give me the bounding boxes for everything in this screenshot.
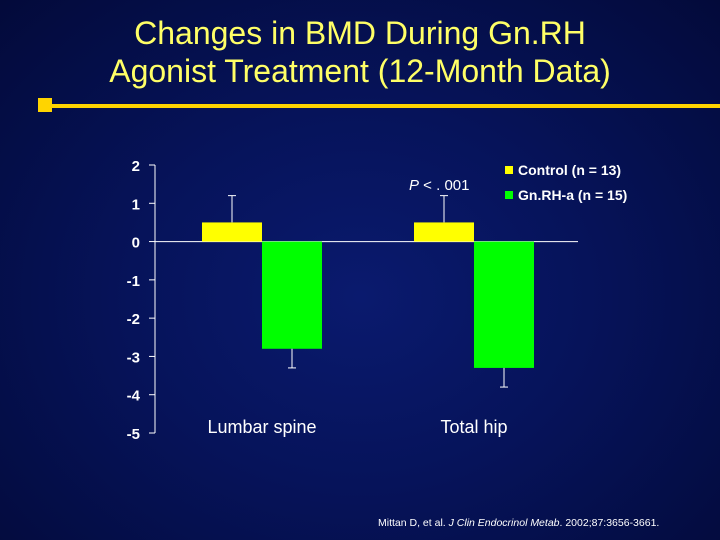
y-tick-label: -1 (127, 273, 140, 290)
title-line-2: Agonist Treatment (12-Month Data) (109, 53, 611, 89)
citation-journal: J Clin Endocrinol Metab (448, 517, 560, 529)
title-line-1: Changes in BMD During Gn.RH (134, 15, 586, 51)
title-rule-line (46, 104, 720, 108)
legend-swatch (505, 191, 513, 199)
citation: Mittan D, et al. J Clin Endocrinol Metab… (378, 517, 659, 529)
citation-details: . 2002;87:3656-3661. (559, 517, 660, 529)
bar-gnrh-a-lumbar-spine (262, 241, 322, 349)
slide-title: Changes in BMD During Gn.RH Agonist Trea… (0, 14, 720, 90)
y-tick-label: -4 (127, 388, 141, 405)
p-value-annotation: P < . 001 (409, 177, 469, 194)
y-tick-label: -3 (127, 349, 140, 366)
y-tick-label: -5 (127, 426, 140, 443)
bar-control-total-hip (414, 222, 474, 242)
y-tick-label: 0 (132, 235, 140, 252)
bar-gnrh-a-total-hip (474, 241, 534, 368)
legend-label: Gn.RH-a (n = 15) (518, 187, 627, 203)
legend-swatch (505, 166, 513, 174)
title-rule-bullet (38, 98, 52, 112)
category-label: Total hip (440, 417, 507, 437)
legend-label: Control (n = 13) (518, 162, 621, 178)
category-label: Lumbar spine (207, 417, 316, 437)
citation-authors: Mittan D, et al. (378, 517, 449, 529)
y-tick-label: 1 (132, 196, 140, 213)
y-tick-label: 2 (132, 158, 140, 175)
bar-control-lumbar-spine (202, 222, 262, 242)
y-tick-label: -2 (127, 311, 140, 328)
